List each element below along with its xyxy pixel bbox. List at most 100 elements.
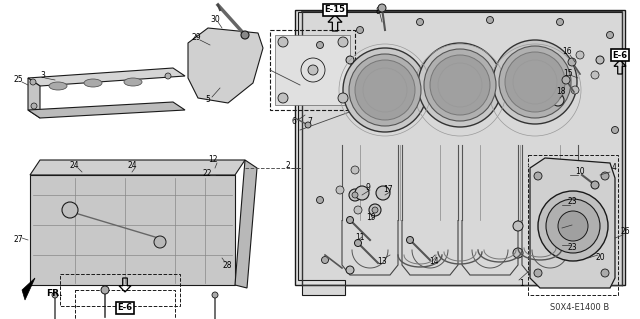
Text: 20: 20 [595, 254, 605, 263]
Circle shape [372, 207, 378, 213]
Circle shape [596, 266, 604, 274]
Circle shape [354, 206, 362, 214]
Circle shape [417, 19, 424, 26]
Circle shape [418, 43, 502, 127]
Circle shape [607, 32, 614, 39]
Bar [270, 30, 355, 110]
Circle shape [601, 172, 609, 180]
Circle shape [355, 186, 369, 200]
Bar [75, 290, 175, 319]
Circle shape [577, 275, 584, 281]
Circle shape [308, 65, 318, 75]
Text: 14: 14 [429, 257, 439, 266]
Circle shape [305, 122, 311, 128]
Polygon shape [235, 160, 257, 288]
Circle shape [571, 86, 579, 94]
Polygon shape [28, 68, 185, 86]
Bar [528, 155, 618, 295]
Circle shape [352, 192, 358, 198]
Circle shape [346, 56, 354, 64]
Text: 10: 10 [575, 167, 585, 176]
Text: 28: 28 [222, 261, 232, 270]
Circle shape [351, 166, 359, 174]
Text: 15: 15 [563, 69, 573, 78]
Circle shape [30, 79, 36, 85]
Circle shape [591, 181, 599, 189]
Polygon shape [530, 158, 615, 288]
Circle shape [355, 240, 362, 247]
Text: 4: 4 [612, 164, 616, 173]
Text: 13: 13 [377, 257, 387, 266]
Circle shape [568, 58, 576, 66]
Circle shape [562, 76, 570, 84]
Circle shape [596, 56, 604, 64]
Circle shape [607, 236, 614, 243]
Circle shape [378, 4, 386, 12]
Circle shape [355, 60, 415, 120]
Polygon shape [22, 278, 35, 300]
Text: 17: 17 [383, 186, 393, 195]
Polygon shape [188, 28, 263, 103]
Circle shape [338, 93, 348, 103]
Circle shape [349, 54, 421, 126]
Polygon shape [28, 78, 40, 118]
Text: 27: 27 [13, 235, 23, 244]
Circle shape [486, 17, 493, 24]
Circle shape [513, 221, 523, 231]
Circle shape [406, 236, 413, 243]
Text: 18: 18 [556, 87, 566, 97]
Circle shape [52, 292, 58, 298]
Polygon shape [30, 175, 235, 285]
Polygon shape [275, 35, 350, 105]
Text: 26: 26 [620, 227, 630, 236]
Text: 9: 9 [365, 183, 371, 192]
Text: 22: 22 [202, 168, 212, 177]
Circle shape [241, 31, 249, 39]
Circle shape [513, 248, 523, 258]
Circle shape [154, 236, 166, 248]
Circle shape [31, 103, 37, 109]
Text: 29: 29 [191, 33, 201, 41]
Text: 2: 2 [285, 160, 291, 169]
Text: 19: 19 [366, 213, 376, 222]
Circle shape [278, 93, 288, 103]
Text: 25: 25 [13, 76, 23, 85]
Circle shape [424, 49, 496, 121]
Circle shape [576, 51, 584, 59]
Circle shape [62, 202, 78, 218]
Circle shape [546, 199, 600, 253]
Circle shape [321, 256, 328, 263]
Bar [60, 274, 180, 306]
Circle shape [101, 286, 109, 294]
Circle shape [534, 172, 542, 180]
Circle shape [505, 52, 565, 112]
Circle shape [558, 211, 588, 241]
Circle shape [165, 73, 171, 79]
Text: 24: 24 [69, 160, 79, 169]
Text: 23: 23 [567, 243, 577, 253]
Circle shape [346, 266, 354, 274]
Circle shape [349, 189, 361, 201]
Polygon shape [28, 102, 185, 118]
Circle shape [552, 94, 564, 106]
Text: 5: 5 [205, 95, 211, 105]
Circle shape [343, 48, 427, 132]
Circle shape [369, 204, 381, 216]
Polygon shape [30, 160, 245, 175]
Circle shape [278, 37, 288, 47]
Text: 21: 21 [569, 218, 579, 226]
Text: FR.: FR. [46, 288, 63, 298]
Circle shape [356, 26, 364, 33]
Polygon shape [298, 12, 622, 295]
Text: S0X4-E1400 B: S0X4-E1400 B [550, 303, 610, 313]
Text: 1: 1 [520, 278, 524, 287]
FancyBboxPatch shape [295, 10, 625, 285]
Text: E-6: E-6 [612, 50, 628, 60]
Ellipse shape [124, 78, 142, 86]
Text: 12: 12 [208, 155, 218, 165]
Circle shape [557, 19, 563, 26]
Text: 7: 7 [308, 117, 312, 127]
Ellipse shape [84, 79, 102, 87]
Circle shape [336, 186, 344, 194]
Text: E-15: E-15 [324, 5, 346, 14]
